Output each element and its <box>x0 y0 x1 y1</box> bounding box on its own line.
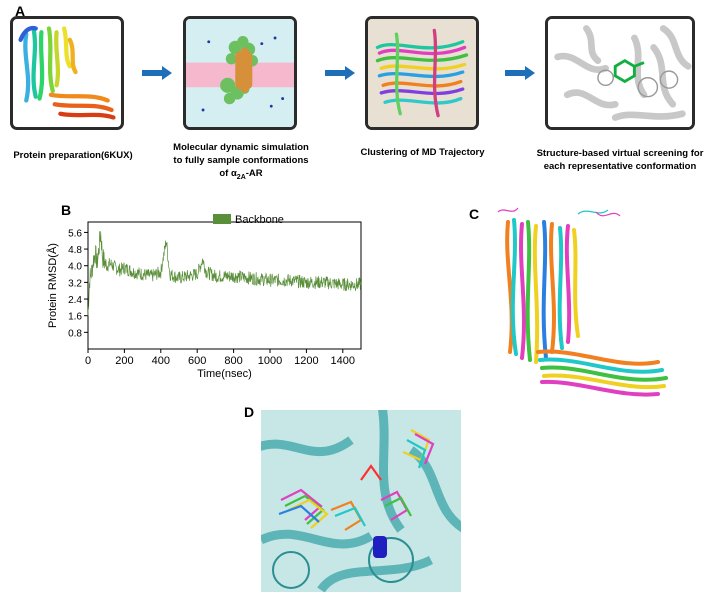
x-tick-label: 200 <box>115 355 133 367</box>
step-caption-protein-preparation: Protein preparation(6KUX) <box>3 149 143 162</box>
y-tick-label: 0.8 <box>68 328 82 339</box>
x-tick-label: 800 <box>224 355 242 367</box>
caption-line-receptor: of α2A-AR <box>160 167 322 184</box>
x-tick-label: 1400 <box>331 355 355 367</box>
legend-swatch-backbone <box>213 214 231 224</box>
caption-line: Clustering of MD Trajectory <box>360 147 485 158</box>
rmsd-chart: 0 200 400 600 800 1000 1200 1400 0.8 1.6 2.4 3.2 4.0… <box>38 212 378 387</box>
legend-label-backbone: Backbone <box>235 214 284 226</box>
md-simulation-image <box>183 16 297 130</box>
caption-line: Protein preparation(6KUX) <box>13 150 133 161</box>
y-axis-title: Protein RMSD(Å) <box>46 243 59 328</box>
caption-line: to fully sample conformations <box>173 155 309 166</box>
y-tick-label: 1.6 <box>68 312 82 323</box>
y-tick-label: 4.0 <box>68 262 82 273</box>
superimposed-conformations-image <box>478 202 718 402</box>
panel-label-c: C <box>469 206 480 222</box>
step-caption-virtual-screening: Structure-based virtual screening for ea… <box>520 147 720 173</box>
panel-label-d: D <box>244 404 255 420</box>
y-tick-label: 5.6 <box>68 228 82 239</box>
clustering-image <box>365 16 479 130</box>
caption-subscript: 2A <box>236 173 246 181</box>
caption-line: Molecular dynamic simulation <box>173 142 309 153</box>
panel-label-a: A <box>15 3 26 19</box>
step-caption-clustering: Clustering of MD Trajectory <box>345 146 500 159</box>
x-tick-label: 600 <box>188 355 206 367</box>
virtual-screening-image <box>545 16 695 130</box>
protein-structure-image <box>10 16 124 130</box>
x-axis-title: Time(nsec) <box>197 368 252 380</box>
caption-line: each representative conformation <box>543 161 697 172</box>
x-tick-label: 1200 <box>294 355 318 367</box>
workflow-arrow-3 <box>505 66 535 80</box>
workflow-arrow-1 <box>142 66 172 80</box>
y-tick-label: 3.2 <box>68 278 82 289</box>
panel-label-b: B <box>61 202 72 218</box>
caption-line: Structure-based virtual screening for <box>536 148 704 159</box>
series-line-backbone <box>87 231 362 316</box>
caption-suffix: -AR <box>245 168 263 179</box>
step-caption-md-simulation: Molecular dynamic simulation to fully sa… <box>160 141 322 184</box>
workflow-arrow-2 <box>325 66 355 80</box>
x-tick-label: 1000 <box>258 355 282 367</box>
y-tick-label: 4.8 <box>68 245 82 256</box>
x-tick-label: 0 <box>85 355 91 367</box>
y-tick-label: 2.4 <box>68 295 82 306</box>
ligand-poses-image <box>261 410 461 592</box>
caption-prefix: of α <box>219 168 237 179</box>
x-tick-label: 400 <box>152 355 170 367</box>
rmsd-chart-svg: 0 200 400 600 800 1000 1200 1400 0.8 1.6 2.4 3.2 4.0… <box>46 214 362 380</box>
